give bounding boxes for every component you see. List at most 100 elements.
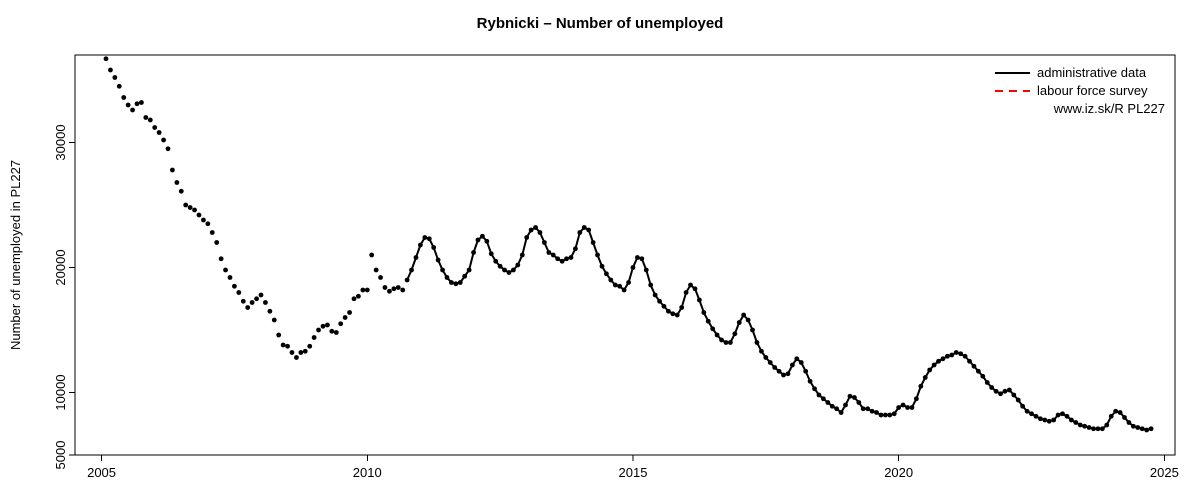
data-point xyxy=(201,218,206,223)
data-point xyxy=(591,240,596,245)
data-point xyxy=(276,333,281,338)
data-point xyxy=(126,103,131,108)
data-point xyxy=(1042,418,1047,423)
data-point xyxy=(166,146,171,151)
data-point xyxy=(130,108,135,113)
x-tick-label: 2020 xyxy=(884,465,913,480)
data-point xyxy=(533,225,538,230)
data-point xyxy=(905,405,910,410)
data-point xyxy=(693,286,698,291)
data-point xyxy=(613,283,618,288)
data-point xyxy=(232,284,237,289)
data-point xyxy=(121,95,126,100)
data-point xyxy=(954,350,959,355)
data-point xyxy=(117,84,122,89)
data-point xyxy=(781,373,786,378)
data-point xyxy=(631,265,636,270)
data-point xyxy=(422,235,427,240)
data-point xyxy=(431,245,436,250)
data-point xyxy=(321,324,326,329)
data-point xyxy=(843,403,848,408)
data-point xyxy=(958,351,963,356)
data-point xyxy=(635,255,640,260)
data-point xyxy=(179,189,184,194)
data-point xyxy=(369,253,374,258)
data-point xyxy=(666,309,671,314)
data-point xyxy=(524,235,529,240)
data-point xyxy=(887,413,892,418)
data-point xyxy=(400,288,405,293)
data-point xyxy=(529,228,534,233)
data-point xyxy=(949,353,954,358)
data-point xyxy=(941,356,946,361)
data-point xyxy=(458,280,463,285)
data-point xyxy=(263,300,268,305)
data-point xyxy=(732,331,737,336)
data-point xyxy=(1113,409,1118,414)
data-point xyxy=(1034,414,1039,419)
data-point xyxy=(183,203,188,208)
data-point xyxy=(108,68,113,73)
data-point xyxy=(334,330,339,335)
data-point xyxy=(963,354,968,359)
data-point xyxy=(569,255,574,260)
data-point xyxy=(817,393,822,398)
data-point xyxy=(1047,419,1052,424)
data-point xyxy=(316,328,321,333)
data-point xyxy=(329,329,334,334)
data-point xyxy=(143,115,148,120)
data-point xyxy=(803,369,808,374)
data-point xyxy=(365,288,370,293)
data-point xyxy=(1118,410,1123,415)
data-point xyxy=(219,256,224,261)
data-point xyxy=(1104,423,1109,428)
data-point xyxy=(994,389,999,394)
data-point xyxy=(600,264,605,269)
data-point xyxy=(192,208,197,213)
data-point xyxy=(197,213,202,218)
data-point xyxy=(1029,411,1034,416)
data-point xyxy=(484,239,489,244)
data-point xyxy=(910,405,915,410)
data-point xyxy=(290,350,295,355)
data-point xyxy=(564,256,569,261)
data-point xyxy=(741,313,746,318)
data-point xyxy=(515,263,520,268)
data-point xyxy=(267,309,272,314)
data-point xyxy=(1091,426,1096,431)
data-point xyxy=(1122,415,1127,420)
data-point xyxy=(356,294,361,299)
data-point xyxy=(1144,428,1149,433)
data-point xyxy=(538,230,543,235)
data-point xyxy=(856,400,861,405)
data-point xyxy=(467,268,472,273)
data-point xyxy=(608,278,613,283)
data-point xyxy=(228,275,233,280)
data-point xyxy=(967,359,972,364)
data-point xyxy=(675,313,680,318)
legend-label: administrative data xyxy=(1037,65,1147,80)
data-point xyxy=(1065,414,1070,419)
x-tick-label: 2010 xyxy=(353,465,382,480)
data-point xyxy=(759,349,764,354)
data-point xyxy=(932,363,937,368)
data-point xyxy=(480,234,485,239)
data-point xyxy=(471,250,476,255)
data-point xyxy=(152,125,157,130)
data-point xyxy=(449,280,454,285)
data-point xyxy=(1056,413,1061,418)
data-point xyxy=(998,391,1003,396)
data-point xyxy=(1082,424,1087,429)
data-point xyxy=(520,253,525,258)
data-point xyxy=(307,344,312,349)
data-point xyxy=(839,410,844,415)
data-point xyxy=(985,380,990,385)
data-point xyxy=(236,290,241,295)
y-axis-label: Number of unemployed in PL227 xyxy=(8,160,23,350)
data-point xyxy=(360,288,365,293)
data-point xyxy=(135,101,140,106)
data-point xyxy=(586,228,591,233)
data-point xyxy=(352,296,357,301)
y-tick-label: 20000 xyxy=(53,249,68,285)
data-point xyxy=(604,271,609,276)
